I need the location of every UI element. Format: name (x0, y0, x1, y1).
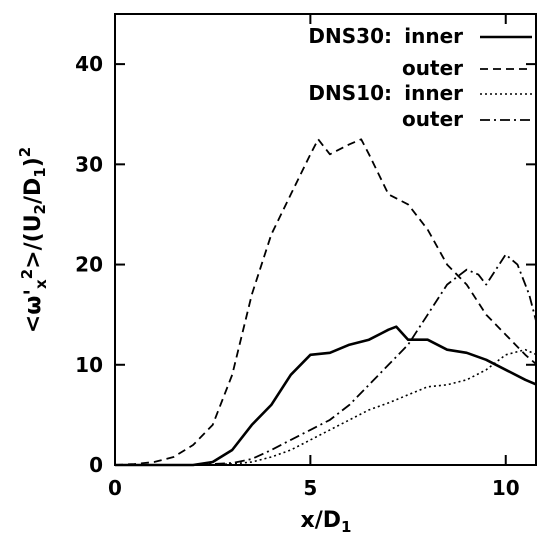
ticks-layer: 0 10 20 30 40 0 5 10 (75, 14, 536, 500)
x-axis-label: x/D1 (301, 508, 352, 533)
y-axis-label: <ω'x2>/(U2/D1)2 (16, 147, 50, 333)
svg-text:<ω'x2>/(U2/D1)2: <ω'x2>/(U2/D1)2 (16, 147, 50, 333)
legend-entry-label: outer (402, 107, 463, 131)
plot-frame (114, 13, 537, 466)
legend-entry-label: inner (404, 81, 463, 105)
y-tick-label: 20 (75, 253, 103, 277)
x-tick-label: 5 (303, 476, 317, 500)
series-dns30-outer (114, 138, 537, 466)
legend-entry-label: inner (404, 24, 463, 48)
y-tick-label: 10 (75, 353, 103, 377)
series-dns10-inner (115, 348, 537, 466)
legend-group-label: DNS10: (308, 81, 392, 105)
y-tick-label: 30 (75, 152, 103, 176)
y-tick-label: 40 (75, 52, 103, 76)
series-layer (114, 138, 537, 467)
series-dns10-outer (115, 253, 537, 466)
axis-labels: x/D1 <ω'x2>/(U2/D1)2 (16, 147, 351, 533)
legend-group-label: DNS30: (308, 24, 392, 48)
plot-border (114, 13, 537, 466)
legend-entry-label: outer (402, 56, 463, 80)
x-tick-label: 0 (108, 476, 122, 500)
x-tick-label: 10 (492, 476, 520, 500)
y-tick-label: 0 (89, 453, 103, 477)
series-dns30-inner (115, 325, 537, 467)
